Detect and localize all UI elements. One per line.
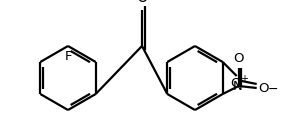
Text: O: O: [230, 77, 241, 90]
Text: +: +: [240, 74, 248, 84]
Text: N: N: [233, 79, 243, 92]
Text: O: O: [259, 82, 269, 95]
Text: O: O: [136, 0, 148, 5]
Text: −: −: [268, 83, 278, 95]
Text: O: O: [234, 52, 244, 65]
Text: F: F: [64, 50, 72, 63]
